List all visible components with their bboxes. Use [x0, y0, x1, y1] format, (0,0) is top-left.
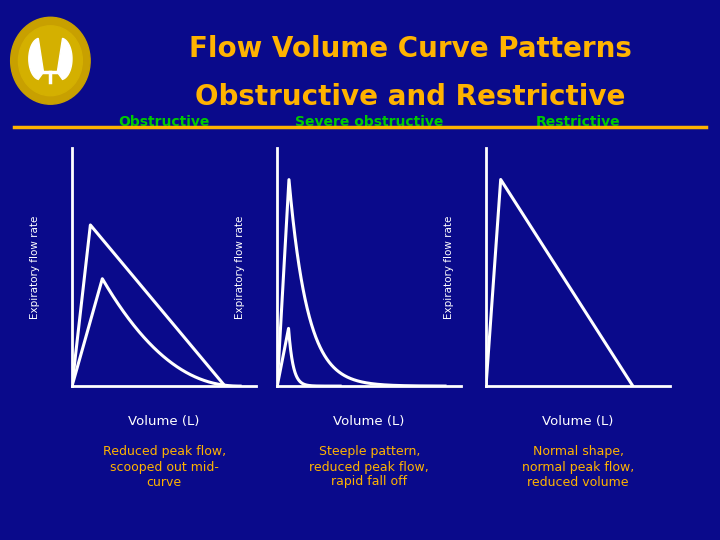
Text: Obstructive: Obstructive: [118, 116, 210, 130]
Text: Flow Volume Curve Patterns: Flow Volume Curve Patterns: [189, 35, 632, 63]
Text: Normal shape,
normal peak flow,
reduced volume: Normal shape, normal peak flow, reduced …: [522, 446, 634, 489]
Circle shape: [11, 17, 90, 104]
Text: Restrictive: Restrictive: [536, 116, 620, 130]
Text: Volume (L): Volume (L): [333, 415, 405, 428]
Text: Reduced peak flow,
scooped out mid-
curve: Reduced peak flow, scooped out mid- curv…: [102, 446, 226, 489]
Polygon shape: [29, 38, 43, 79]
Text: Severe obstructive: Severe obstructive: [294, 116, 444, 130]
Text: Steeple pattern,
reduced peak flow,
rapid fall off: Steeple pattern, reduced peak flow, rapi…: [310, 446, 429, 489]
Text: Expiratory flow rate: Expiratory flow rate: [444, 215, 454, 319]
Polygon shape: [58, 38, 72, 79]
Circle shape: [19, 26, 82, 96]
Text: Expiratory flow rate: Expiratory flow rate: [235, 215, 246, 319]
Text: Expiratory flow rate: Expiratory flow rate: [30, 215, 40, 319]
Text: Obstructive and Restrictive: Obstructive and Restrictive: [195, 83, 626, 111]
Text: Volume (L): Volume (L): [542, 415, 613, 428]
Text: Volume (L): Volume (L): [128, 415, 199, 428]
